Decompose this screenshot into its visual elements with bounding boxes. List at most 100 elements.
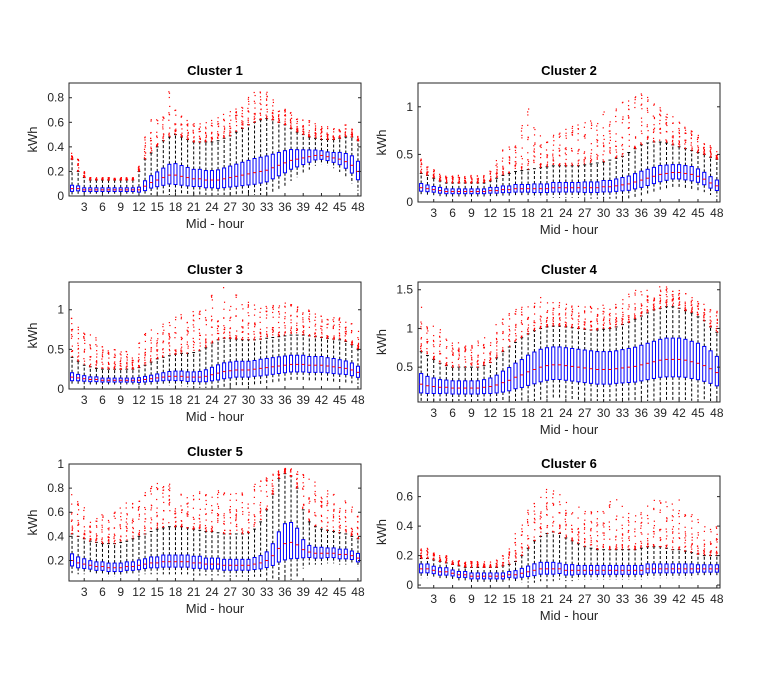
- outlier-point: [223, 337, 225, 339]
- outlier-point: [709, 311, 711, 313]
- outlier-point: [660, 306, 662, 308]
- outlier-point: [608, 142, 611, 144]
- outlier-point: [351, 323, 353, 325]
- outlier-point: [266, 117, 268, 120]
- outlier-point: [546, 316, 548, 319]
- outlier-point: [653, 298, 656, 300]
- outlier-point: [120, 535, 122, 537]
- outlier-point: [635, 289, 637, 292]
- box-9: [469, 174, 474, 197]
- outlier-point: [646, 299, 648, 301]
- outlier-point: [242, 308, 244, 310]
- outlier-point: [107, 368, 109, 370]
- box-iqr: [240, 360, 245, 378]
- x-tick-label: 15: [503, 206, 517, 220]
- outlier-point: [357, 521, 359, 523]
- outlier-point: [552, 153, 554, 155]
- outlier-point: [247, 503, 249, 505]
- box-iqr: [645, 342, 650, 381]
- outlier-point: [76, 513, 79, 516]
- outlier-point: [149, 140, 152, 142]
- outlier-point: [539, 165, 542, 167]
- box-41: [670, 290, 675, 401]
- box-38: [295, 306, 300, 382]
- outlier-point: [284, 470, 286, 472]
- outlier-point: [609, 308, 611, 310]
- outlier-point: [132, 359, 134, 362]
- outlier-point: [514, 149, 517, 152]
- outlier-point: [520, 155, 523, 157]
- outlier-point: [229, 332, 231, 334]
- outlier-point: [345, 331, 347, 333]
- outlier-point: [590, 157, 592, 159]
- outlier-point: [162, 323, 164, 325]
- outlier-point: [83, 336, 85, 338]
- outlier-point: [564, 152, 566, 154]
- outlier-point: [174, 332, 176, 334]
- outlier-point: [150, 120, 152, 122]
- outlier-point: [71, 323, 73, 325]
- outlier-point: [284, 120, 286, 122]
- box-34: [270, 473, 275, 579]
- outlier-point: [351, 135, 353, 137]
- outlier-point: [272, 308, 274, 310]
- outlier-point: [471, 181, 473, 183]
- box-iqr: [222, 167, 227, 189]
- box-32: [258, 480, 263, 577]
- outlier-point: [696, 138, 699, 141]
- outlier-point: [558, 150, 560, 152]
- outlier-point: [265, 317, 268, 319]
- outlier-point: [120, 359, 122, 361]
- outlier-point: [199, 526, 201, 529]
- x-tick-label: 42: [672, 206, 686, 220]
- outlier-point: [272, 115, 274, 118]
- outlier-point: [710, 325, 712, 327]
- outlier-point: [697, 303, 699, 305]
- box-16: [161, 323, 166, 386]
- outlier-point: [320, 129, 322, 131]
- outlier-point: [327, 134, 329, 136]
- outlier-point: [205, 324, 207, 326]
- outlier-point: [216, 327, 219, 330]
- outlier-point: [193, 125, 195, 127]
- box-4: [437, 173, 443, 197]
- outlier-point: [351, 530, 353, 533]
- outlier-point: [608, 125, 611, 127]
- outlier-point: [540, 301, 542, 303]
- outlier-point: [138, 170, 140, 172]
- outlier-point: [96, 345, 98, 347]
- outlier-point: [223, 317, 225, 319]
- axes-box: [68, 281, 362, 390]
- axes-box: [417, 82, 721, 203]
- outlier-point: [640, 130, 643, 132]
- outlier-point: [540, 153, 542, 155]
- outlier-point: [217, 121, 219, 123]
- box-24: [563, 303, 568, 400]
- outlier-point: [496, 171, 498, 173]
- outlier-point: [533, 145, 535, 147]
- outlier-point: [351, 330, 353, 332]
- outlier-point: [665, 300, 667, 302]
- outlier-point: [71, 513, 73, 515]
- outlier-point: [634, 303, 636, 305]
- outlier-point: [333, 138, 335, 141]
- box-iqr: [240, 558, 245, 571]
- outlier-point: [162, 351, 164, 354]
- outlier-point: [546, 311, 548, 313]
- outlier-point: [627, 318, 630, 321]
- outlier-point: [326, 517, 328, 519]
- outlier-point: [490, 357, 492, 360]
- box-iqr: [185, 166, 190, 187]
- outlier-point: [484, 337, 486, 339]
- outlier-point: [107, 366, 109, 368]
- outlier-point: [259, 92, 262, 94]
- outlier-point: [433, 170, 435, 172]
- outlier-point: [125, 535, 128, 537]
- outlier-point: [571, 325, 573, 327]
- outlier-point: [125, 521, 127, 523]
- outlier-point: [290, 329, 292, 331]
- outlier-point: [89, 521, 92, 523]
- outlier-point: [229, 133, 231, 135]
- outlier-point: [653, 128, 655, 131]
- outlier-point: [338, 333, 341, 335]
